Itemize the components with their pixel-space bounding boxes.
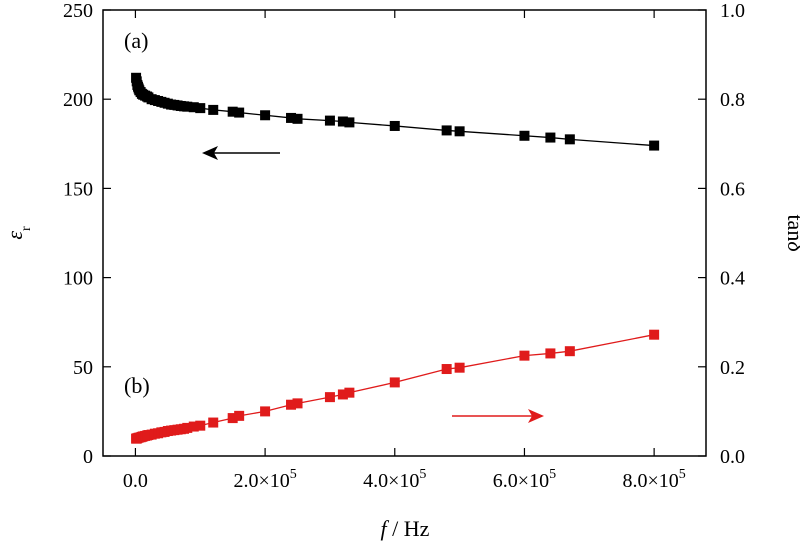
x-tick-label: 0.0 [123, 470, 148, 492]
data-point [260, 406, 271, 417]
x-axis-title: f / Hz [381, 516, 430, 541]
data-point [292, 398, 303, 409]
data-point [182, 422, 193, 433]
data-point [545, 348, 556, 359]
data-point [188, 102, 199, 113]
arrow-left-black [202, 146, 280, 160]
y-right-tick-label: 0.4 [720, 268, 745, 290]
data-point [337, 389, 348, 400]
data-point [195, 103, 206, 114]
data-point [454, 126, 465, 137]
data-point [564, 134, 575, 145]
data-point [227, 413, 238, 424]
data-point [649, 140, 660, 151]
data-point [195, 420, 206, 431]
y-right-tick-label: 0.0 [720, 446, 745, 468]
x-tick-label: 8.0×105 [622, 467, 685, 492]
data-point [182, 101, 193, 112]
data-point [389, 120, 400, 131]
ticks-layer: 0.0 2.0×105 4.0×105 6.0×105 8.0×105 0 50 100 150… [63, 0, 745, 492]
y-left-tick-label: 50 [73, 357, 93, 379]
y-left-tick-label: 0 [83, 446, 93, 468]
data-point [234, 410, 245, 421]
x-tick-label: 6.0×105 [493, 467, 556, 492]
y-right-tick-label: 0.8 [720, 89, 745, 111]
panel-label-b: (b) [124, 373, 150, 398]
y-right-tick-label: 0.6 [720, 178, 745, 200]
y-left-tick-label: 250 [63, 0, 93, 22]
data-point [260, 110, 271, 121]
data-point [519, 130, 530, 141]
data-point [564, 346, 575, 357]
y-left-tick-label: 200 [63, 89, 93, 111]
data-point [324, 115, 335, 126]
x-tick-label: 4.0×105 [363, 467, 426, 492]
data-point [234, 107, 245, 118]
data-point [545, 132, 556, 143]
data-point [649, 329, 660, 340]
panel-label-a: (a) [124, 28, 148, 53]
y-left-tick-label: 150 [63, 178, 93, 200]
arrow-right-red [452, 409, 544, 423]
data-point [208, 417, 219, 428]
data-point [337, 116, 348, 127]
data-point [292, 113, 303, 124]
data-point [188, 421, 199, 432]
y-right-axis-title: tanδ [783, 214, 800, 252]
data-point [286, 399, 297, 410]
data-point [286, 112, 297, 123]
data-point [208, 104, 219, 115]
data-point [389, 377, 400, 388]
y-right-tick-label: 1.0 [720, 0, 745, 22]
data-point [441, 125, 452, 136]
data-point [441, 364, 452, 375]
data-point [454, 362, 465, 373]
y-right-tick-label: 0.2 [720, 357, 745, 379]
plot-frame [102, 9, 707, 457]
data-point [227, 106, 238, 117]
data-point [344, 387, 355, 398]
data-point [519, 350, 530, 361]
y-left-tick-label: 100 [63, 268, 93, 290]
data-point [344, 117, 355, 128]
data-points-layer [131, 72, 660, 444]
y-left-axis-title: εr [2, 226, 34, 240]
x-tick-label: 2.0×105 [233, 467, 296, 492]
data-point [324, 392, 335, 403]
